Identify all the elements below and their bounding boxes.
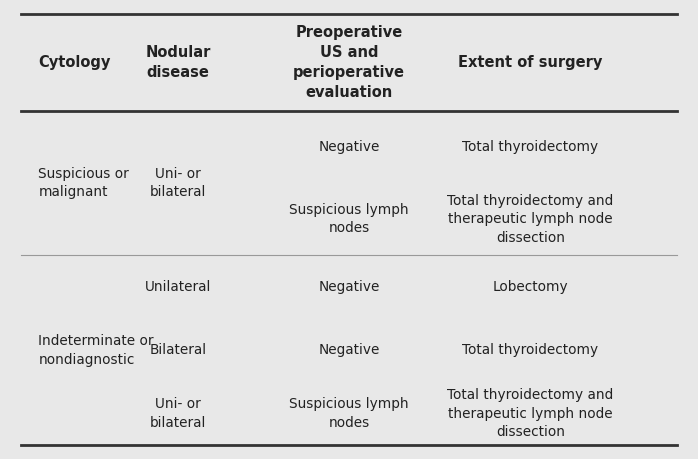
Text: Indeterminate or
nondiagnostic: Indeterminate or nondiagnostic: [38, 334, 154, 366]
Text: Total thyroidectomy: Total thyroidectomy: [462, 343, 599, 357]
Text: Bilateral: Bilateral: [149, 343, 207, 357]
Text: Lobectomy: Lobectomy: [493, 280, 568, 294]
Text: Suspicious or
malignant: Suspicious or malignant: [38, 167, 129, 199]
Text: Negative: Negative: [318, 140, 380, 154]
Text: Cytology: Cytology: [38, 55, 111, 70]
Text: Total thyroidectomy and
therapeutic lymph node
dissection: Total thyroidectomy and therapeutic lymp…: [447, 194, 614, 245]
Text: Suspicious lymph
nodes: Suspicious lymph nodes: [289, 397, 409, 430]
Text: Total thyroidectomy: Total thyroidectomy: [462, 140, 599, 154]
Text: Unilateral: Unilateral: [144, 280, 211, 294]
Text: Suspicious lymph
nodes: Suspicious lymph nodes: [289, 203, 409, 235]
Text: Negative: Negative: [318, 343, 380, 357]
Text: Uni- or
bilateral: Uni- or bilateral: [150, 397, 206, 430]
Text: Extent of surgery: Extent of surgery: [459, 55, 602, 70]
Text: Uni- or
bilateral: Uni- or bilateral: [150, 167, 206, 199]
Text: Total thyroidectomy and
therapeutic lymph node
dissection: Total thyroidectomy and therapeutic lymp…: [447, 388, 614, 439]
Text: Negative: Negative: [318, 280, 380, 294]
Text: Nodular
disease: Nodular disease: [145, 45, 211, 80]
Text: Preoperative
US and
perioperative
evaluation: Preoperative US and perioperative evalua…: [293, 25, 405, 100]
